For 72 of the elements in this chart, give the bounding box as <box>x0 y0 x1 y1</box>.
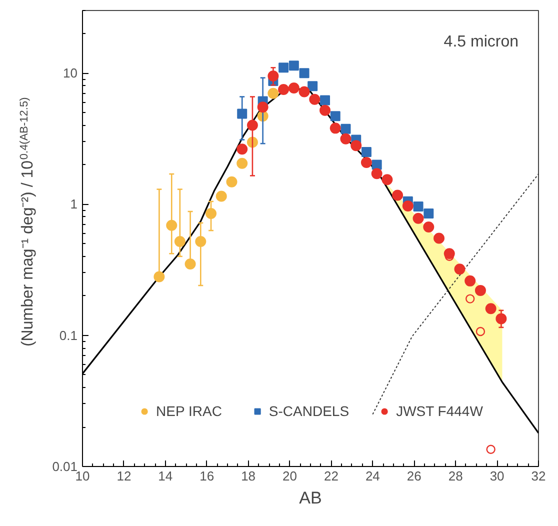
point <box>486 444 496 454</box>
point <box>298 86 310 98</box>
point <box>454 264 466 275</box>
point <box>496 313 507 324</box>
point <box>340 124 351 134</box>
x-tick-label: 28 <box>448 468 463 484</box>
x-tick-label: 12 <box>116 468 132 484</box>
point <box>402 200 414 212</box>
point <box>268 88 279 99</box>
point <box>476 326 486 336</box>
point <box>166 220 178 231</box>
point <box>382 174 393 186</box>
point <box>278 62 289 73</box>
point <box>320 95 330 106</box>
x-axis-title: AB <box>299 488 322 508</box>
point <box>360 157 372 168</box>
point <box>424 208 434 218</box>
point <box>434 232 445 244</box>
y-tick-label: 0.01 <box>52 459 78 474</box>
x-tick-label: 32 <box>531 468 546 484</box>
point <box>474 284 486 296</box>
point <box>423 222 434 233</box>
point <box>350 140 362 152</box>
point <box>340 133 352 144</box>
point <box>299 68 310 78</box>
point <box>320 104 331 116</box>
annotation: 4.5 micron <box>444 34 519 50</box>
point <box>154 271 165 282</box>
point <box>308 81 318 92</box>
legend-label: NEP IRAC <box>156 403 222 419</box>
point <box>236 158 248 169</box>
point <box>195 236 206 247</box>
y-tick-label: 10 <box>63 66 78 81</box>
point <box>372 160 382 170</box>
x-tick-label: 22 <box>324 468 338 484</box>
x-tick-label: 16 <box>200 468 214 484</box>
legend-label: JWST F444W <box>396 403 483 419</box>
point <box>412 212 424 224</box>
x-tick-label: 10 <box>75 468 90 484</box>
point <box>392 190 404 201</box>
point <box>466 294 475 304</box>
point <box>184 258 196 270</box>
legend-label: S-CANDELS <box>268 403 350 419</box>
point <box>288 60 299 71</box>
point <box>206 208 217 219</box>
y-tick-label: 1 <box>70 196 78 212</box>
point <box>174 236 186 247</box>
x-tick-label: 30 <box>490 468 504 484</box>
point <box>237 108 248 119</box>
point <box>246 120 258 131</box>
point <box>226 176 238 188</box>
point <box>371 168 382 180</box>
point <box>268 70 279 82</box>
x-tick-label: 14 <box>158 468 173 484</box>
point <box>330 122 341 134</box>
point <box>236 144 248 155</box>
point <box>278 84 290 95</box>
point <box>309 94 320 105</box>
point <box>413 202 424 212</box>
point <box>288 82 300 94</box>
x-tick-label: 18 <box>241 468 256 484</box>
point <box>257 102 268 113</box>
x-tick-label: 24 <box>365 468 380 484</box>
x-tick-label: 26 <box>406 468 422 484</box>
y-axis-title: (Number mag⁻¹ deg⁻²) / 100.4(AB-12.5) <box>18 97 36 347</box>
point <box>361 147 372 158</box>
y-tick-label: 0.1 <box>59 328 78 343</box>
point <box>216 190 227 202</box>
point <box>464 275 476 286</box>
x-tick-label: 20 <box>282 468 298 484</box>
point <box>330 111 340 122</box>
point <box>485 303 496 314</box>
